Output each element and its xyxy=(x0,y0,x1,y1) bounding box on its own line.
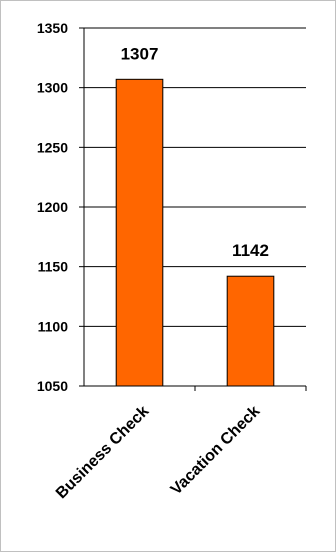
data-label: 1307 xyxy=(121,44,159,63)
y-tick-label: 1350 xyxy=(37,20,68,36)
y-tick-label: 1150 xyxy=(38,259,69,275)
y-tick-label: 1100 xyxy=(38,318,69,334)
bar xyxy=(226,275,275,387)
y-tick-label: 1300 xyxy=(37,80,68,96)
data-labels: 1307 1142 xyxy=(121,44,269,260)
y-tick-label: 1250 xyxy=(37,139,68,155)
y-tick-label: 1050 xyxy=(37,378,68,394)
bar xyxy=(115,78,164,387)
y-tick-label: 1200 xyxy=(37,199,68,215)
y-axis-ticks: 1050 1100 1150 1200 1250 1300 1350 xyxy=(37,20,84,394)
bars xyxy=(115,78,275,387)
data-label: 1142 xyxy=(232,241,269,260)
